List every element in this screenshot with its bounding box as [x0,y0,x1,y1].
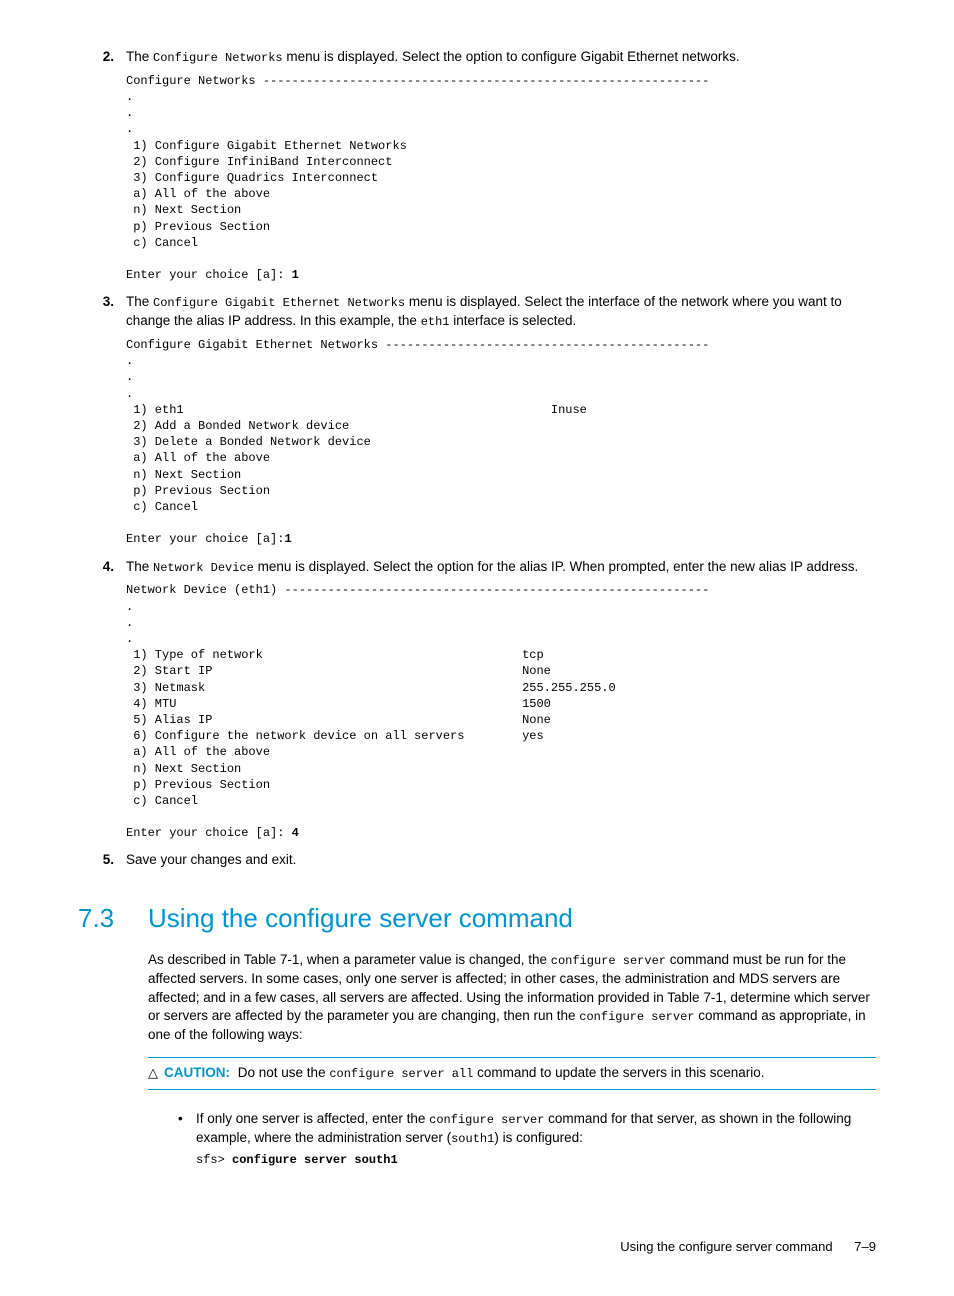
step-3-text: The Configure Gigabit Ethernet Networks … [126,293,876,331]
console-input: 1 [292,268,299,282]
step-4: 4. The Network Device menu is displayed.… [78,558,876,577]
t: If only one server is affected, enter th… [196,1111,429,1126]
caution-label: CAUTION: [164,1065,230,1080]
step-number-3: 3. [78,293,126,331]
console-step-4: Network Device (eth1) ------------------… [126,582,876,841]
t: interface is selected. [450,313,577,328]
console-prefix: sfs> [196,1153,232,1167]
t-mono: Configure Gigabit Ethernet Networks [153,296,405,310]
bullet-dot: • [178,1110,196,1168]
section-paragraph: As described in Table 7-1, when a parame… [148,951,876,1045]
console-body: Network Device (eth1) ------------------… [126,583,709,840]
section-title: Using the configure server command [148,900,573,936]
console-step-3: Configure Gigabit Ethernet Networks ----… [126,337,876,547]
t: The [126,294,153,309]
t: Do not use the [238,1065,330,1080]
t-mono: Network Device [153,561,254,575]
t-mono: configure server all [329,1067,473,1081]
t-mono: configure server [551,954,666,968]
step-5: 5. Save your changes and exit. [78,851,876,870]
t: menu is displayed. Select the option to … [283,49,740,64]
t-mono: south1 [451,1132,494,1146]
t-mono: eth1 [421,315,450,329]
step-number-4: 4. [78,558,126,577]
caution-icon: △ [148,1064,158,1082]
step-2-text: The Configure Networks menu is displayed… [126,48,876,67]
t: The [126,49,153,64]
caution-text: CAUTION: Do not use the configure server… [164,1064,765,1083]
t: menu is displayed. Select the option for… [254,559,858,574]
console-step-2: Configure Networks ---------------------… [126,73,876,283]
t-mono: configure server [429,1113,544,1127]
t: Save your changes and exit. [126,852,296,867]
step-number-5: 5. [78,851,126,870]
section-heading: 7.3 Using the configure server command [78,900,876,936]
step-5-text: Save your changes and exit. [126,851,876,870]
console-bullet: sfs> configure server south1 [196,1152,876,1168]
bullet-text: If only one server is affected, enter th… [196,1110,876,1168]
footer-text: Using the configure server command [620,1239,832,1254]
step-2: 2. The Configure Networks menu is displa… [78,48,876,67]
console-input: 4 [292,826,299,840]
console-input: 1 [284,532,291,546]
section-number: 7.3 [78,900,148,936]
page-footer: Using the configure server command 7–9 [78,1238,876,1256]
t: As described in Table 7-1, when a parame… [148,952,551,967]
t: ) is configured: [494,1130,583,1145]
bullet-item: • If only one server is affected, enter … [178,1110,876,1168]
t: The [126,559,153,574]
step-4-text: The Network Device menu is displayed. Se… [126,558,876,577]
t: command to update the servers in this sc… [473,1065,764,1080]
t-mono: configure server [579,1010,694,1024]
step-number-2: 2. [78,48,126,67]
caution-box: △ CAUTION: Do not use the configure serv… [148,1057,876,1090]
console-bold: configure server south1 [232,1153,398,1167]
console-body: Configure Gigabit Ethernet Networks ----… [126,338,709,546]
console-body: Configure Networks ---------------------… [126,74,709,282]
step-3: 3. The Configure Gigabit Ethernet Networ… [78,293,876,331]
footer-page: 7–9 [854,1239,876,1254]
t-mono: Configure Networks [153,51,283,65]
